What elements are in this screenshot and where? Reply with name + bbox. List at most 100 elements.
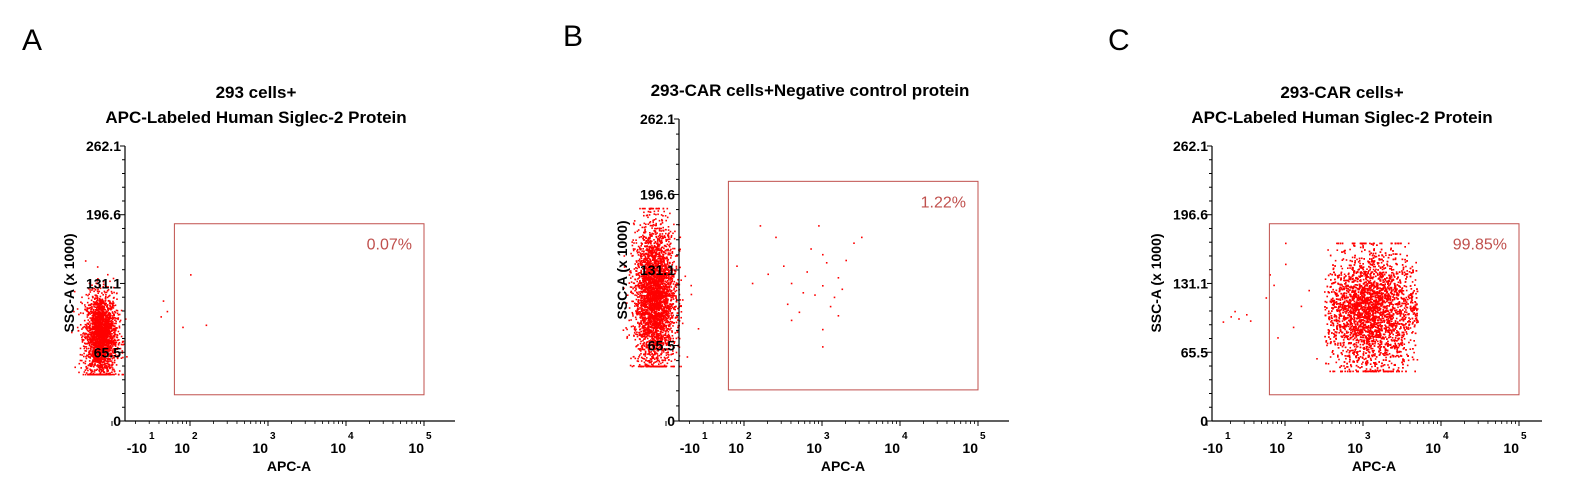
scatter-point (108, 317, 110, 320)
scatter-point (638, 286, 641, 288)
scatter-point (679, 299, 682, 301)
scatter-point (111, 311, 114, 313)
scatter-point (98, 284, 101, 287)
scatter-point (659, 279, 662, 282)
scatter-point (641, 334, 643, 337)
scatter-point (110, 327, 112, 329)
scatter-point (100, 323, 102, 325)
scatter-point (95, 358, 97, 360)
scatter-point (109, 345, 112, 347)
scatter-point (662, 365, 664, 368)
scatter-point (645, 336, 647, 338)
scatter-point (644, 226, 647, 228)
x-tick-label-exponent: 1 (149, 431, 155, 442)
scatter-point (634, 248, 636, 250)
scatter-point (107, 273, 109, 276)
scatter-point (92, 316, 94, 318)
scatter-point (644, 255, 647, 257)
scatter-point (106, 310, 108, 313)
scatter-point (107, 333, 109, 335)
scatter-point (104, 336, 106, 338)
scatter-point (651, 244, 653, 247)
scatter-point (657, 324, 660, 327)
scatter-point (97, 337, 100, 340)
scatter-point (108, 328, 110, 331)
scatter-point (639, 248, 641, 251)
scatter-point (73, 290, 76, 293)
scatter-point (115, 348, 117, 351)
scatter-point (638, 308, 640, 310)
scatter-point (639, 325, 641, 327)
scatter-point (650, 275, 652, 278)
scatter-point (650, 325, 653, 328)
scatter-point (660, 285, 662, 288)
scatter-point (99, 364, 102, 366)
scatter-point (640, 300, 642, 302)
scatter-point (636, 313, 638, 316)
scatter-point (656, 353, 659, 355)
scatter-point (107, 341, 109, 343)
scatter-point (94, 373, 96, 376)
scatter-point (103, 356, 106, 359)
scatter-point (663, 294, 665, 297)
scatter-point (103, 353, 106, 356)
scatter-point (668, 307, 670, 309)
scatter-point (97, 278, 99, 280)
scatter-point (657, 235, 660, 238)
scatter-point (649, 320, 652, 323)
scatter-point (647, 262, 649, 265)
scatter-point (111, 350, 114, 353)
scatter-point (651, 341, 653, 343)
scatter-point (662, 279, 664, 282)
scatter-point (106, 326, 109, 328)
scatter-point (97, 334, 100, 336)
scatter-point (651, 232, 654, 235)
scatter-point (628, 282, 631, 284)
scatter-point (112, 355, 114, 357)
scatter-point (102, 346, 104, 348)
scatter-point (645, 328, 647, 330)
scatter-point (100, 349, 102, 351)
scatter-point (110, 360, 113, 362)
scatter-point (660, 248, 662, 250)
scatter-point (656, 232, 658, 234)
scatter-point (672, 314, 674, 317)
scatter-point (106, 334, 109, 336)
scatter-point (650, 268, 652, 270)
scatter-point (644, 338, 646, 340)
scatter-point (98, 302, 100, 304)
scatter-point (672, 322, 675, 324)
scatter-point (103, 290, 106, 293)
scatter-point (106, 365, 108, 367)
scatter-point (639, 280, 641, 283)
scatter-point (664, 304, 667, 307)
scatter-point (120, 335, 123, 338)
scatter-point (667, 234, 669, 236)
scatter-point (667, 226, 670, 228)
scatter-point (639, 280, 641, 282)
scatter-point (99, 368, 101, 371)
panel-a: A 293 cells+ APC-Labeled Human Siglec-2 … (22, 24, 455, 474)
scatter-point (105, 327, 107, 329)
scatter-point (115, 309, 118, 312)
scatter-point (652, 280, 655, 282)
scatter-point (670, 323, 672, 325)
scatter-point (664, 321, 667, 324)
scatter-point (664, 349, 667, 351)
scatter-point (94, 317, 96, 319)
scatter-point (93, 335, 96, 337)
scatter-point (658, 309, 660, 311)
scatter-point (644, 306, 646, 308)
scatter-point (116, 334, 119, 336)
scatter-point (102, 283, 105, 286)
scatter-point (647, 296, 649, 298)
scatter-point (656, 337, 658, 339)
scatter-point (655, 335, 657, 338)
scatter-point (93, 358, 96, 361)
scatter-point (652, 302, 654, 305)
scatter-point (84, 334, 86, 336)
scatter-point (108, 308, 111, 310)
scatter-point (122, 343, 124, 346)
scatter-point (109, 349, 112, 352)
scatter-point (96, 352, 98, 355)
